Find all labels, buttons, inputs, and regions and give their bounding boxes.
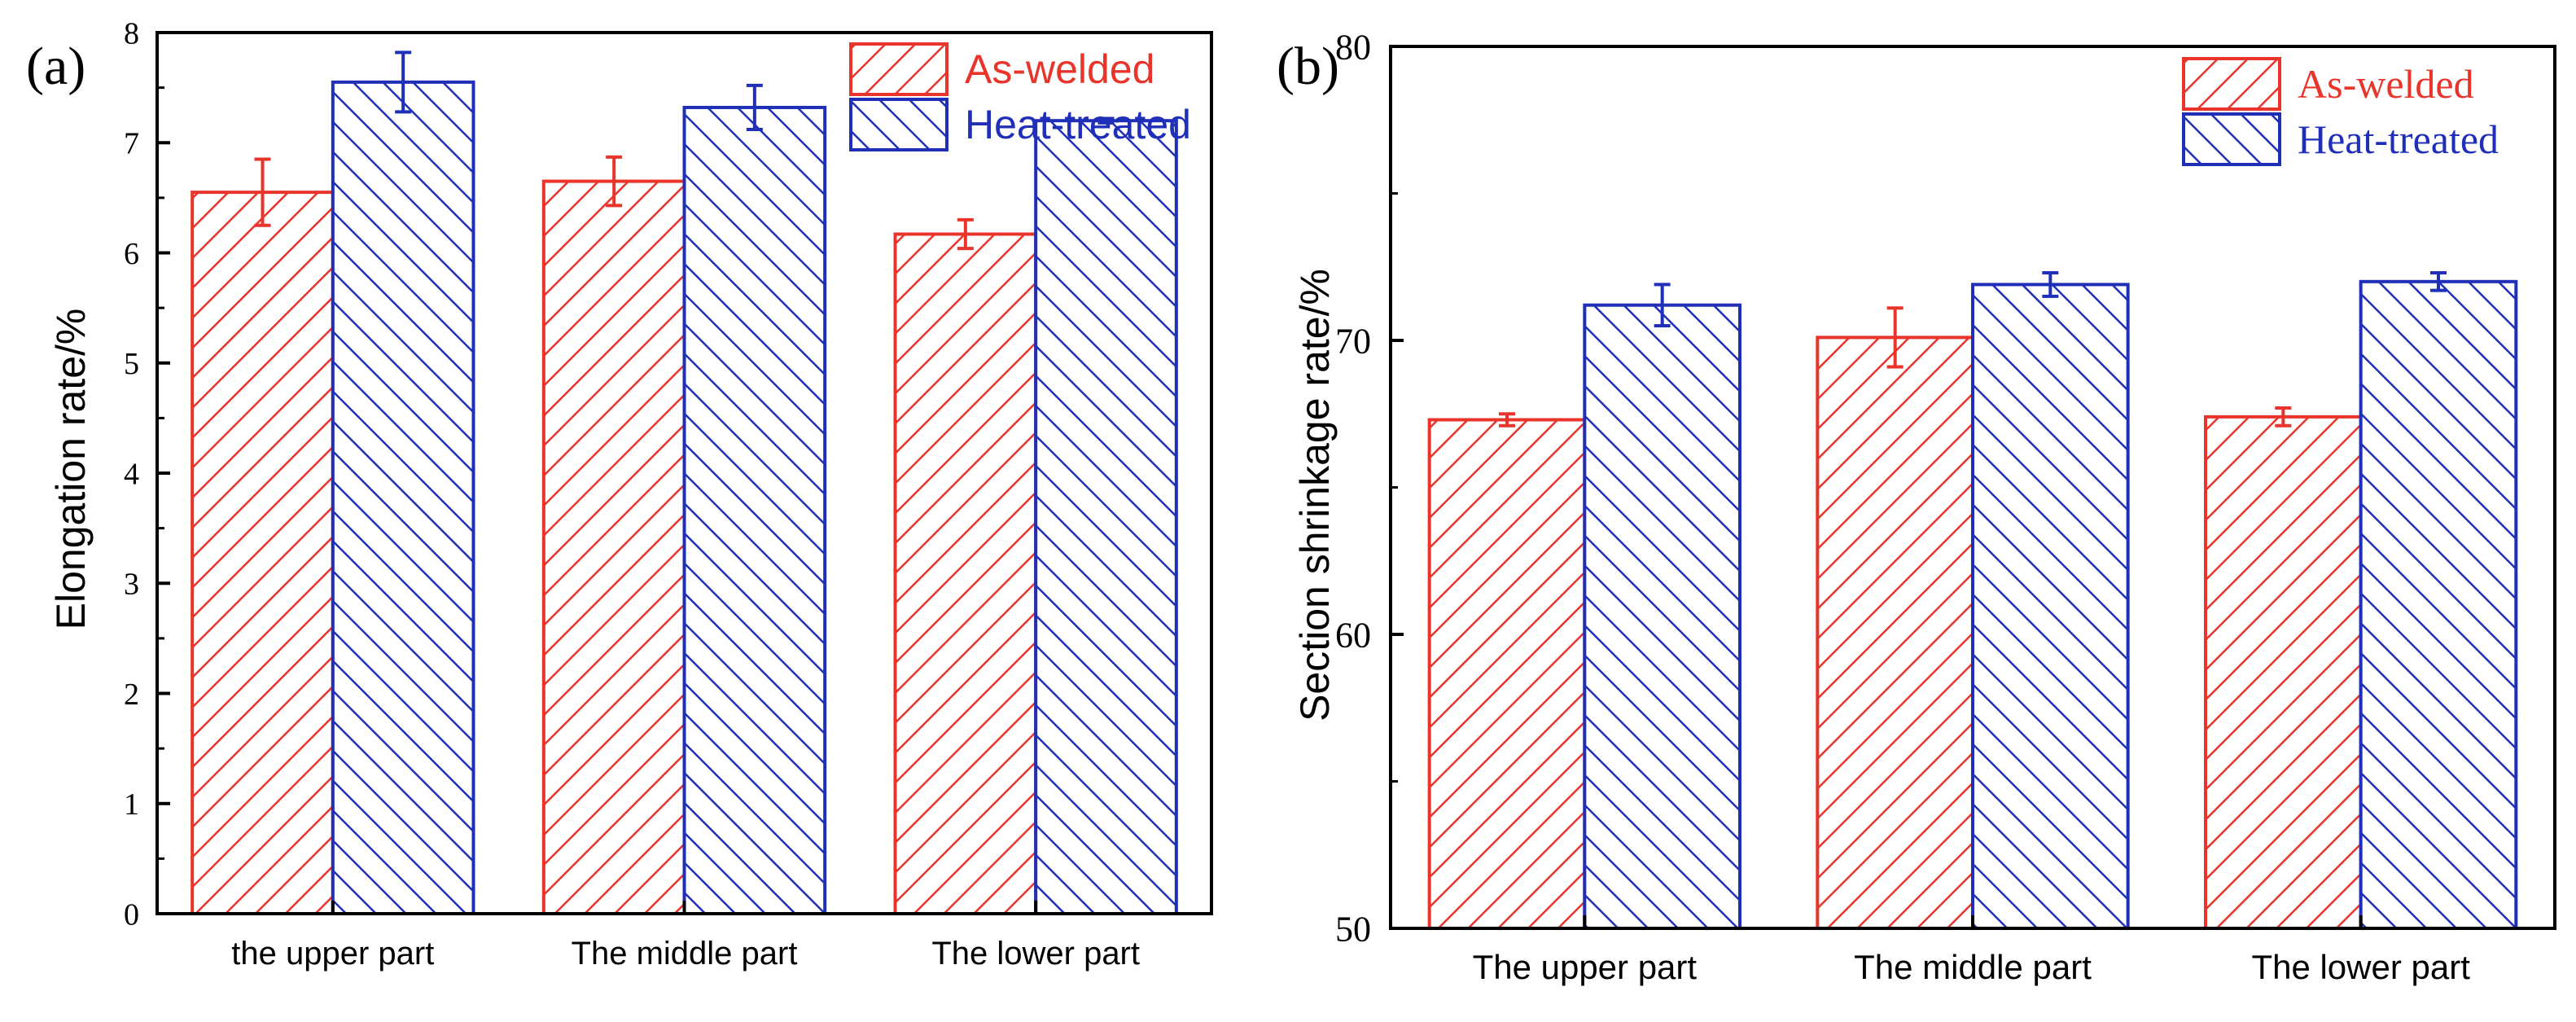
- legend-label-heat-treated-a: Heat-treated: [965, 102, 1191, 147]
- bar-b-1-0: [1583, 303, 1742, 930]
- plot-area-b: [1427, 270, 2518, 931]
- x-tick-label-a-0: the upper part: [231, 936, 434, 972]
- error-bar-b-0-1: [1886, 306, 1904, 369]
- y-tick-label-a-2: 2: [124, 678, 139, 712]
- legend-b: As-welded Heat-treated: [2182, 57, 2499, 166]
- error-bar-a-1-0: [395, 50, 412, 114]
- bar-a-1-0: [331, 80, 475, 916]
- legend-label-as-welded-a: As-welded: [965, 46, 1154, 92]
- y-tick-label-a-8: 8: [124, 16, 139, 50]
- y-tick-label-a-3: 3: [124, 568, 139, 602]
- y-axis-label-b: Section shrinkage rate/%: [1292, 269, 1338, 722]
- legend-label-heat-treated-b: Heat-treated: [2298, 116, 2499, 162]
- error-bar-b-0-0: [1499, 412, 1515, 428]
- legend-swatch-as-welded-a: [849, 42, 948, 96]
- y-tick-label-a-6: 6: [124, 237, 139, 271]
- x-tick-label-b-2: The lower part: [2251, 948, 2470, 986]
- bar-b-0-0: [1427, 418, 1587, 930]
- axes-a: the upper part The middle part The lower p…: [124, 16, 1213, 972]
- y-tick-label-a-7: 7: [124, 127, 139, 161]
- legend-swatch-heat-treated-b: [2182, 112, 2281, 166]
- bar-b-1-1: [1971, 283, 2130, 931]
- legend-swatch-heat-treated-a: [849, 98, 948, 151]
- bar-b-0-1: [1816, 336, 1974, 930]
- y-tick-label-a-1: 1: [124, 787, 139, 822]
- legend-swatch-as-welded-b: [2182, 57, 2281, 111]
- x-tick-label-b-0: The upper part: [1473, 948, 1698, 986]
- bar-a-0-1: [541, 179, 686, 915]
- error-bar-a-0-1: [606, 155, 623, 208]
- error-bar-b-0-2: [2275, 406, 2292, 428]
- bar-a-0-2: [893, 232, 1038, 915]
- error-bar-b-1-2: [2430, 270, 2447, 292]
- bar-b-0-2: [2204, 415, 2363, 930]
- y-tick-label-a-0: 0: [124, 897, 139, 932]
- legend-a: As-welded Heat-treated: [849, 42, 1191, 151]
- y-tick-label-b-1: 60: [1335, 615, 1371, 655]
- panel-label-b: (b): [1277, 37, 1339, 96]
- x-tick-label-a-1: The middle part: [572, 936, 798, 972]
- legend-label-as-welded-b: As-welded: [2298, 61, 2474, 107]
- y-tick-label-b-0: 50: [1335, 909, 1371, 949]
- panel-label-a: (a): [26, 37, 85, 96]
- x-tick-label-a-2: The lower part: [931, 936, 1140, 972]
- y-tick-label-b-3: 80: [1335, 27, 1371, 67]
- error-bar-b-1-1: [2042, 270, 2059, 298]
- y-tick-label-b-2: 70: [1335, 321, 1371, 361]
- x-tick-label-b-1: The middle part: [1854, 948, 2092, 986]
- error-bar-a-0-0: [254, 157, 271, 227]
- bar-a-1-2: [1034, 119, 1178, 915]
- axes-b: The upper part The middle part The lower p…: [1335, 27, 2556, 986]
- bar-a-0-0: [191, 191, 335, 916]
- y-axis-label-a: Elongation rate/%: [48, 309, 94, 630]
- error-bar-a-1-2: [1097, 116, 1115, 125]
- y-tick-label-a-4: 4: [124, 457, 139, 491]
- chart-panel-b: (b) Section shrinkage rate/% The upper p…: [1277, 27, 2556, 986]
- bar-a-1-1: [682, 105, 827, 916]
- y-tick-label-a-5: 5: [124, 347, 139, 381]
- plot-area-a: [191, 50, 1178, 916]
- error-bar-b-1-0: [1654, 283, 1671, 327]
- error-bar-a-1-1: [746, 83, 763, 132]
- chart-panel-a: (a) Elongation rate/% the upper part The …: [26, 16, 1213, 972]
- error-bar-a-0-2: [957, 217, 974, 251]
- bar-b-1-2: [2359, 279, 2518, 930]
